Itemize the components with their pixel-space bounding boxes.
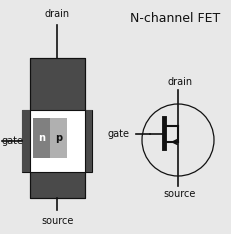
- Text: gate: gate: [1, 136, 23, 146]
- Bar: [30, 58, 85, 198]
- Bar: [22, 110, 92, 172]
- Bar: [50, 118, 67, 158]
- Text: gate: gate: [108, 129, 129, 139]
- Bar: [22, 110, 30, 172]
- Bar: [30, 58, 85, 198]
- Text: n: n: [38, 133, 45, 143]
- Text: p: p: [55, 133, 62, 143]
- Text: source: source: [163, 189, 195, 199]
- Text: source: source: [41, 216, 73, 226]
- Text: drain: drain: [45, 9, 70, 19]
- Bar: [85, 110, 92, 172]
- Circle shape: [141, 104, 213, 176]
- Text: drain: drain: [167, 77, 192, 87]
- Bar: [33, 118, 50, 158]
- Text: N-channel FET: N-channel FET: [129, 11, 219, 25]
